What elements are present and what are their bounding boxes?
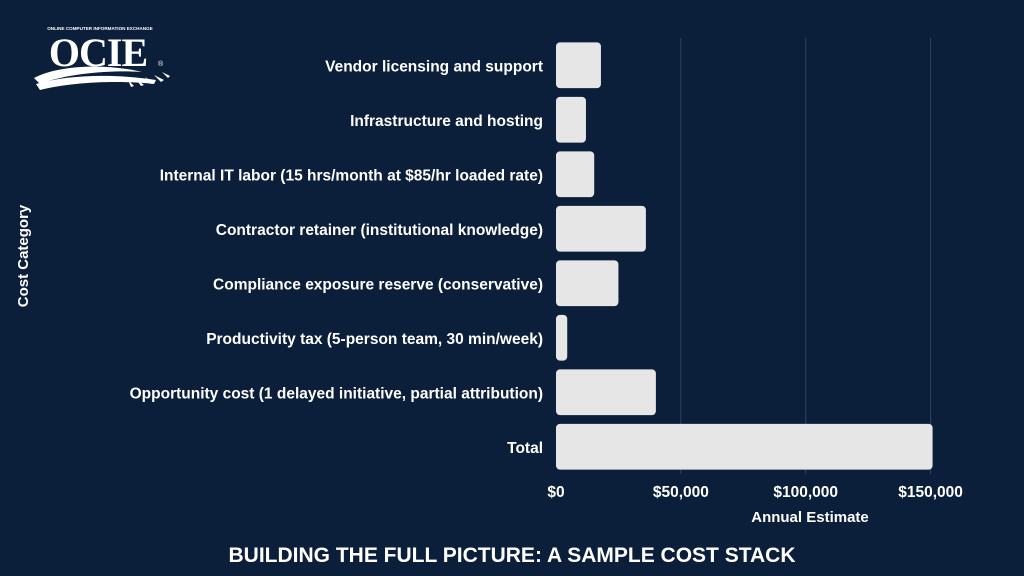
category-labels: Vendor licensing and support Infrastructu…: [130, 58, 543, 457]
logo-swoosh-icon: [34, 66, 170, 90]
logo-registered-mark: ®: [158, 60, 164, 68]
bar: [556, 96, 586, 143]
category-label: Total: [507, 440, 543, 457]
bars: [556, 42, 933, 470]
x-tick-labels: $0 $50,000 $100,000 $150,000: [547, 484, 963, 501]
cost-bar-chart: Vendor licensing and support Infrastructu…: [15, 38, 963, 526]
bar: [556, 151, 595, 198]
bar: [556, 369, 656, 416]
category-label: Vendor licensing and support: [325, 58, 543, 75]
y-axis-label: Cost Category: [15, 204, 32, 307]
bar: [556, 42, 601, 89]
category-label: Opportunity cost (1 delayed initiative, …: [130, 385, 543, 402]
category-label: Contractor retainer (institutional knowl…: [216, 222, 543, 239]
ocie-logo: ONLINE COMPUTER INFORMATION EXCHANGE OCI…: [34, 26, 170, 90]
grid-lines: [680, 38, 932, 474]
x-tick-label: $150,000: [898, 484, 963, 501]
x-tick-label: $100,000: [773, 484, 838, 501]
bar: [556, 423, 933, 470]
category-label: Compliance exposure reserve (conservativ…: [213, 276, 543, 293]
x-tick-label: $0: [547, 484, 564, 501]
slide-title: BUILDING THE FULL PICTURE: A SAMPLE COST…: [229, 544, 796, 567]
bar: [556, 314, 568, 361]
bar: [556, 260, 619, 307]
category-label: Productivity tax (5-person team, 30 min/…: [206, 331, 543, 348]
category-label: Infrastructure and hosting: [350, 113, 543, 130]
x-axis-label: Annual Estimate: [751, 509, 869, 526]
bar: [556, 205, 646, 252]
category-label: Internal IT labor (15 hrs/month at $85/h…: [160, 167, 543, 184]
logo-tagline: ONLINE COMPUTER INFORMATION EXCHANGE: [47, 26, 153, 31]
x-tick-label: $50,000: [653, 484, 709, 501]
